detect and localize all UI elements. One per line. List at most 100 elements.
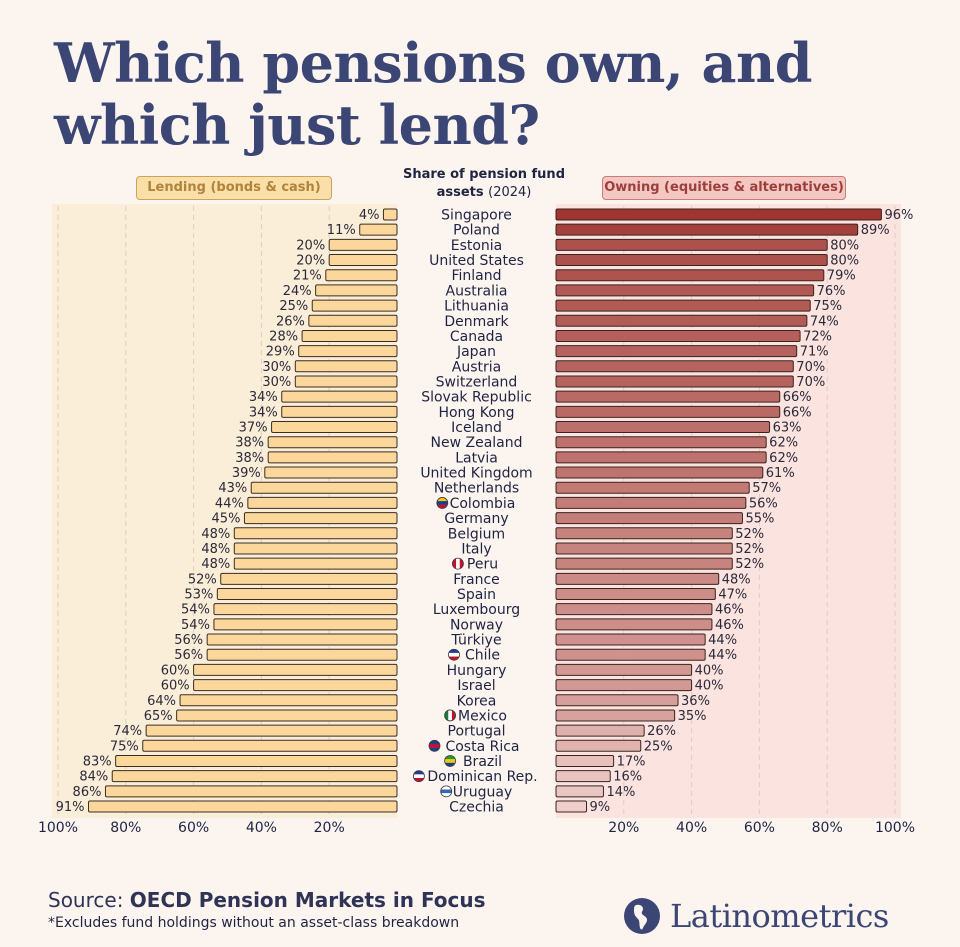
country-label: Dominican Rep. xyxy=(427,769,537,785)
owning-value-label: 36% xyxy=(681,694,710,709)
country-label: Korea xyxy=(457,693,497,709)
lending-value-label: 53% xyxy=(184,588,213,603)
owning-value-label: 40% xyxy=(695,663,724,678)
owning-bar xyxy=(555,223,859,236)
lending-bar xyxy=(115,754,398,767)
owning-value-label: 16% xyxy=(613,770,642,785)
lending-value-label: 37% xyxy=(239,421,268,436)
source-line: Source: OECD Pension Markets in Focus xyxy=(48,888,486,912)
lending-value-label: 24% xyxy=(283,284,312,299)
country-label: Türkiye xyxy=(450,633,501,649)
owning-bar xyxy=(555,284,815,297)
lending-value-label: 38% xyxy=(235,436,264,451)
lending-value-label: 60% xyxy=(161,679,190,694)
owning-bar xyxy=(555,269,825,282)
owning-value-label: 46% xyxy=(715,618,744,633)
lending-value-label: 54% xyxy=(181,603,210,618)
country-label: Latvia xyxy=(455,450,498,466)
owning-bar xyxy=(555,785,604,798)
lending-bar xyxy=(308,314,398,327)
owning-bar xyxy=(555,360,794,373)
x-tick-lending: 60% xyxy=(178,820,209,836)
owning-bar xyxy=(555,314,808,327)
owning-bar xyxy=(555,512,743,525)
country-label: Luxembourg xyxy=(433,602,520,618)
country-label: Israel xyxy=(457,678,495,694)
lending-bar xyxy=(328,238,398,251)
country-label: Peru xyxy=(467,557,498,573)
lending-bar xyxy=(216,588,398,600)
owning-bar xyxy=(555,436,767,449)
owning-value-label: 35% xyxy=(678,709,707,724)
lending-value-label: 83% xyxy=(83,754,112,769)
country-label: Austria xyxy=(452,359,501,375)
subtitle-year: (2024) xyxy=(488,185,532,200)
lending-bar xyxy=(281,390,398,403)
x-tick-owning: 80% xyxy=(812,820,843,836)
country-label: United Kingdom xyxy=(420,466,532,482)
owning-value-label: 17% xyxy=(617,754,646,769)
owning-value-label: 46% xyxy=(715,603,744,618)
owning-value-label: 80% xyxy=(830,254,859,269)
lending-value-label: 48% xyxy=(201,527,230,542)
country-label: Switzerland xyxy=(436,374,518,390)
flag-icon xyxy=(444,755,457,767)
lending-value-label: 84% xyxy=(79,770,108,785)
lending-bar xyxy=(176,709,398,722)
owning-value-label: 76% xyxy=(817,284,846,299)
owning-bar xyxy=(555,648,706,661)
owning-bar xyxy=(555,800,588,813)
owning-value-label: 96% xyxy=(884,208,913,223)
lending-value-label: 34% xyxy=(249,390,278,405)
x-tick-lending: 40% xyxy=(246,820,277,836)
lending-value-label: 28% xyxy=(269,329,298,344)
source-name: OECD Pension Markets in Focus xyxy=(129,888,486,912)
flag-icon xyxy=(451,557,464,570)
lending-bar xyxy=(88,800,398,813)
owning-value-label: 62% xyxy=(769,451,798,466)
country-label: Hungary xyxy=(447,663,507,679)
owning-bar xyxy=(555,679,693,692)
diverging-bar-chart: 4% 96% Singapore 11% 89% Poland 20% 80% Estonia 2… xyxy=(38,204,915,836)
lending-value-label: 56% xyxy=(174,633,203,648)
country-label: Netherlands xyxy=(434,481,519,497)
lending-value-label: 20% xyxy=(296,238,325,253)
country-label: Belgium xyxy=(448,526,505,542)
owning-value-label: 40% xyxy=(695,679,724,694)
owning-bar xyxy=(555,299,811,312)
subtitle-assets: assets xyxy=(436,185,484,200)
owning-bar xyxy=(555,754,615,767)
owning-bar xyxy=(555,603,713,616)
lending-bar xyxy=(233,542,398,555)
lending-bar xyxy=(145,724,398,737)
owning-bar xyxy=(555,724,645,737)
lending-bar xyxy=(179,694,398,707)
owning-bar xyxy=(555,588,716,600)
owning-value-label: 63% xyxy=(773,421,802,436)
owning-bar xyxy=(555,238,828,251)
country-label: United States xyxy=(429,253,524,269)
subtitle-line-1: Share of pension fund xyxy=(402,167,565,182)
subtitle-line-2: assets (2024) xyxy=(380,184,588,202)
lending-value-label: 11% xyxy=(327,223,356,238)
lending-bar xyxy=(328,254,398,267)
owning-value-label: 44% xyxy=(708,648,737,663)
lending-bar xyxy=(264,466,398,479)
lending-value-label: 43% xyxy=(218,481,247,496)
lending-bar xyxy=(267,436,398,449)
country-label: Finland xyxy=(451,268,501,284)
lending-bar xyxy=(382,208,398,221)
country-label: Iceland xyxy=(451,420,502,436)
owning-value-label: 66% xyxy=(783,405,812,420)
country-label: Czechia xyxy=(449,800,504,816)
flag-icon xyxy=(436,497,449,509)
owning-value-label: 52% xyxy=(735,542,764,557)
owning-bar xyxy=(555,663,693,676)
owning-value-label: 9% xyxy=(590,800,611,815)
lending-value-label: 30% xyxy=(262,375,291,390)
lending-value-label: 25% xyxy=(279,299,308,314)
owning-value-label: 66% xyxy=(783,390,812,405)
x-tick-owning: 100% xyxy=(875,820,915,836)
owning-value-label: 52% xyxy=(735,557,764,572)
owning-value-label: 48% xyxy=(722,572,751,587)
